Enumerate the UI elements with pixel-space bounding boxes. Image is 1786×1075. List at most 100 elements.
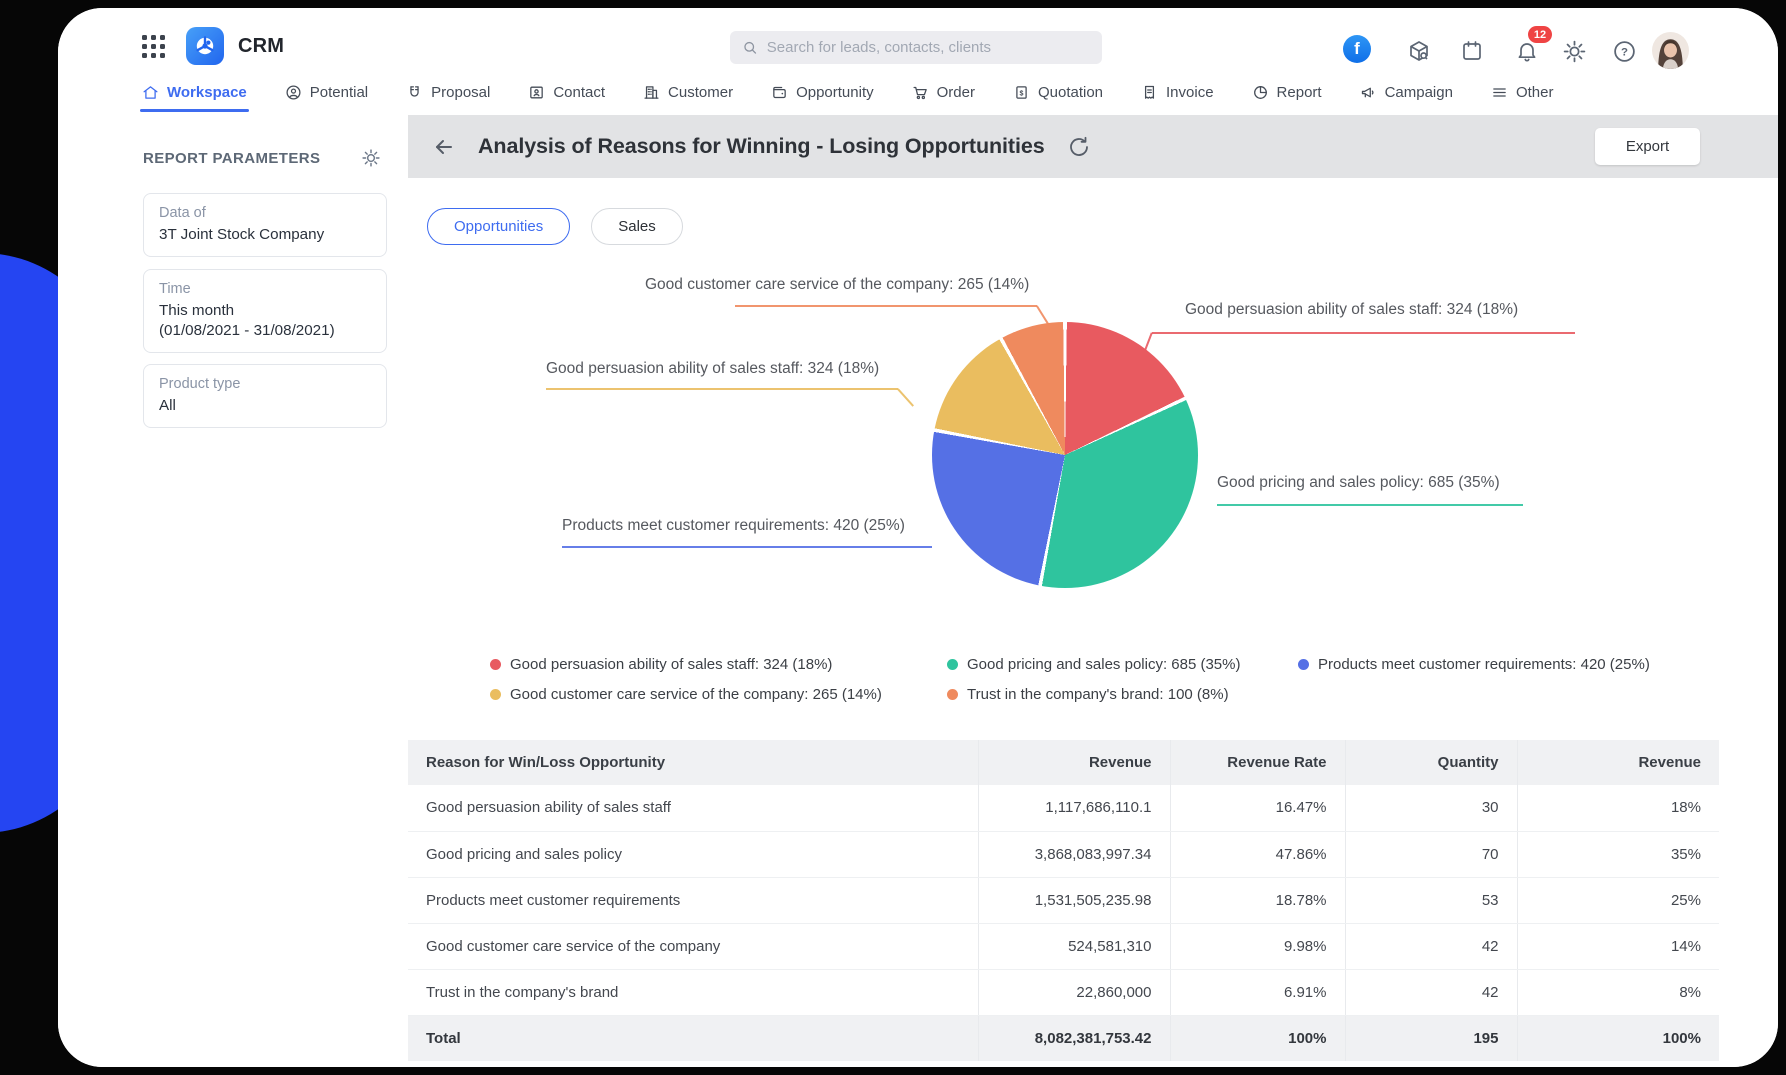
cell-reason: Good pricing and sales policy [408, 831, 978, 878]
export-button[interactable]: Export [1595, 128, 1700, 165]
home-icon [143, 86, 158, 99]
table-total-row: Total 8,082,381,753.42 100% 195 100% [408, 1015, 1719, 1061]
callout-persuasion-left: Good persuasion ability of sales staff: … [546, 360, 880, 377]
legend-dot [947, 689, 958, 700]
app-window: CRM f 12 ? [58, 8, 1778, 1067]
cell-quantity: 53 [1344, 877, 1517, 924]
cell-revenue: 1,117,686,110.1 [977, 785, 1170, 832]
nav-item-proposal[interactable]: Proposal [406, 70, 490, 115]
nav-item-workspace[interactable]: Workspace [140, 70, 249, 115]
callout-persuasion-right: Good persuasion ability of sales staff: … [1185, 301, 1519, 318]
cell-revenue: 524,581,310 [977, 923, 1170, 970]
cell-reason: Good persuasion ability of sales staff [408, 785, 978, 832]
apps-grid-icon[interactable] [142, 35, 166, 59]
legend-item-products[interactable]: Products meet customer requirements: 420… [1298, 653, 1650, 676]
nav-item-contact[interactable]: Contact [528, 70, 605, 115]
cell-quantity: 195 [1344, 1015, 1517, 1061]
cell-reason: Products meet customer requirements [408, 877, 978, 924]
cell-pct: 8% [1516, 969, 1719, 1016]
callout-line-persuasion-right [1152, 332, 1575, 334]
pie-chart-area: Good customer care service of the compan… [408, 115, 1778, 740]
callout-line-customer-care [735, 305, 1037, 307]
callout-pricing: Good pricing and sales policy: 685 (35%) [1217, 474, 1500, 491]
table-header-row: Reason for Win/Loss Opportunity Revenue … [408, 740, 1719, 785]
cell-pct: 25% [1516, 877, 1719, 924]
cell-reason: Good customer care service of the compan… [408, 923, 978, 970]
nav-item-opportunity[interactable]: Opportunity [771, 70, 874, 115]
cell-rate: 9.98% [1169, 923, 1345, 970]
callout-products: Products meet customer requirements: 420… [562, 517, 905, 534]
callout-line-pricing [1217, 504, 1523, 506]
col-quantity: Quantity [1344, 740, 1517, 785]
legend-dot [490, 689, 501, 700]
nav-item-report[interactable]: Report [1252, 70, 1322, 115]
calendar-icon[interactable] [1459, 38, 1485, 64]
magnet-icon [410, 86, 419, 97]
cell-rate: 47.86% [1169, 831, 1345, 878]
col-revenue: Revenue [977, 740, 1170, 785]
table-row: Trust in the company's brand 22,860,000 … [408, 969, 1719, 1016]
user-avatar[interactable] [1652, 32, 1689, 69]
receipt-icon [1144, 85, 1155, 99]
facebook-icon[interactable]: f [1343, 35, 1371, 63]
nav-item-other[interactable]: Other [1491, 70, 1553, 115]
legend-dot [1298, 659, 1309, 670]
wallet-icon [773, 86, 786, 99]
parameters-gear-icon[interactable] [361, 148, 381, 168]
legend-item-trust[interactable]: Trust in the company's brand: 100 (8%) [947, 683, 1298, 706]
cell-quantity: 42 [1344, 923, 1517, 970]
cell-rate: 16.47% [1169, 785, 1345, 832]
legend-dot [947, 659, 958, 670]
search-input[interactable] [766, 39, 1090, 56]
legend-item-pricing[interactable]: Good pricing and sales policy: 685 (35%) [947, 653, 1298, 676]
report-header: Analysis of Reasons for Winning - Losing… [408, 115, 1778, 178]
legend-item-persuasion[interactable]: Good persuasion ability of sales staff: … [490, 653, 947, 676]
nav-item-quotation[interactable]: $ Quotation [1013, 70, 1103, 115]
cell-rate: 100% [1169, 1015, 1345, 1061]
tab-opportunities[interactable]: Opportunities [427, 208, 571, 245]
cart-icon [913, 86, 927, 100]
search-icon [744, 41, 757, 54]
search-bar[interactable] [730, 31, 1102, 64]
cell-quantity: 70 [1344, 831, 1517, 878]
notifications-bell-icon[interactable] [1514, 38, 1540, 64]
pie-chart[interactable] [932, 322, 1198, 588]
cell-pct: 35% [1516, 831, 1719, 878]
cell-quantity: 42 [1344, 969, 1517, 1016]
settings-gear-icon[interactable] [1561, 38, 1587, 64]
callout-line-products [562, 546, 932, 548]
nav-item-order[interactable]: Order [912, 70, 975, 115]
pie-chart-icon [1253, 86, 1267, 99]
nav-item-potential[interactable]: Potential [285, 70, 368, 115]
col-revenue-pct: Revenue [1516, 740, 1719, 785]
svg-text:?: ? [1621, 46, 1628, 58]
back-arrow-icon[interactable] [432, 135, 456, 159]
legend-item-customer-care[interactable]: Good customer care service of the compan… [490, 683, 947, 706]
person-circle-icon [286, 85, 301, 100]
cell-reason: Trust in the company's brand [408, 969, 978, 1016]
sidebar-title: REPORT PARAMETERS [143, 149, 321, 167]
param-card-data-of[interactable]: Data of 3T Joint Stock Company [143, 193, 387, 257]
param-card-time[interactable]: Time This month (01/08/2021 - 31/08/2021… [143, 269, 387, 353]
report-table: Reason for Win/Loss Opportunity Revenue … [408, 740, 1719, 1061]
callout-line-persuasion-left [546, 388, 898, 390]
table-row: Good pricing and sales policy 3,868,083,… [408, 831, 1719, 878]
contact-card-icon [530, 86, 544, 99]
main-nav: Workspace Potential Proposal Contact Cus… [58, 70, 1778, 115]
cell-pct: 18% [1516, 785, 1719, 832]
cell-rate: 18.78% [1169, 877, 1345, 924]
cell-revenue: 1,531,505,235.98 [977, 877, 1170, 924]
cell-rate: 6.91% [1169, 969, 1345, 1016]
cell-pct: 100% [1516, 1015, 1719, 1061]
tab-sales[interactable]: Sales [591, 208, 683, 245]
nav-item-customer[interactable]: Customer [643, 70, 733, 115]
page-title: Analysis of Reasons for Winning - Losing… [478, 134, 1045, 158]
help-icon[interactable]: ? [1611, 38, 1637, 64]
refresh-icon[interactable] [1067, 135, 1091, 159]
param-card-product-type[interactable]: Product type All [143, 364, 387, 428]
top-bar: CRM f 12 ? [58, 8, 1778, 72]
product-search-icon[interactable] [1406, 38, 1432, 64]
nav-item-invoice[interactable]: Invoice [1141, 70, 1214, 115]
nav-item-campaign[interactable]: Campaign [1360, 70, 1453, 115]
table-row: Good persuasion ability of sales staff 1… [408, 785, 1719, 832]
